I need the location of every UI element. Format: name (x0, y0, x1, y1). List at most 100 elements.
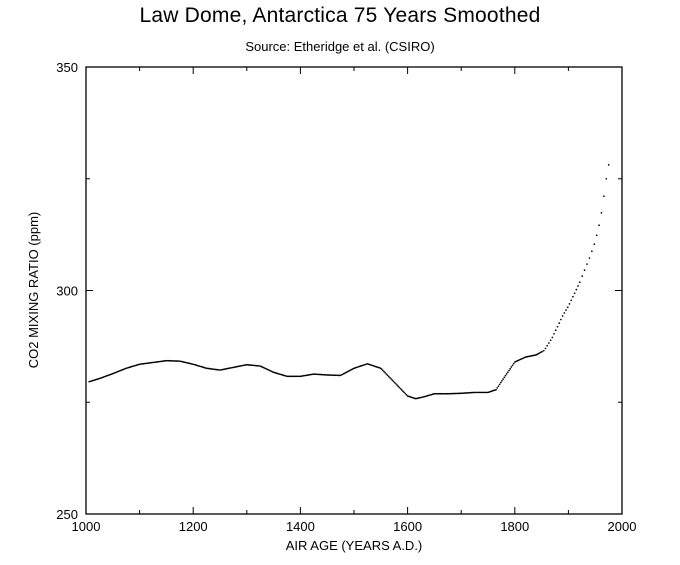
data-point (297, 375, 299, 378)
data-point (577, 285, 579, 287)
data-point (290, 375, 292, 378)
data-point (402, 390, 404, 392)
data-point (439, 392, 442, 395)
data-point (497, 385, 500, 388)
data-point (542, 349, 545, 352)
data-point (481, 391, 483, 394)
data-point (400, 389, 403, 391)
data-point (380, 368, 383, 371)
data-point (292, 375, 295, 378)
data-point (403, 391, 405, 394)
plot-frame (85, 66, 623, 515)
x-tick-label: 2000 (608, 519, 637, 534)
data-point (554, 329, 557, 332)
data-point (295, 375, 298, 378)
data-point (288, 375, 291, 378)
data-point (334, 374, 337, 377)
y-tick-label: 350 (56, 60, 78, 75)
data-point (291, 375, 293, 378)
data-point (436, 392, 438, 395)
data-point (575, 288, 578, 291)
data-point (496, 387, 499, 389)
data-point (502, 378, 504, 380)
data-point (506, 371, 509, 374)
data-point (541, 350, 543, 353)
chart-subtitle: Source: Etheridge et al. (CSIRO) (245, 39, 435, 54)
data-point (396, 384, 398, 386)
data-point (394, 382, 397, 385)
data-point (438, 392, 441, 395)
y-axis-ticks: 250 300 350 (56, 60, 622, 522)
data-point (477, 391, 480, 394)
data-point (566, 306, 569, 309)
data-point (544, 347, 547, 350)
data-point (381, 369, 384, 372)
x-tick-label: 1600 (393, 519, 422, 534)
data-point (440, 392, 443, 395)
data-point (482, 391, 484, 394)
data-point (504, 374, 507, 377)
data-point (595, 234, 598, 237)
chart-title: Law Dome, Antarctica 75 Years Smoothed (139, 4, 541, 27)
data-point (590, 250, 593, 253)
data-point (578, 281, 581, 284)
data-point (551, 336, 554, 339)
data-point (405, 393, 408, 396)
data-point (556, 325, 559, 328)
data-point (499, 381, 502, 384)
data-point (384, 371, 387, 374)
data-points (88, 164, 610, 400)
data-point (444, 392, 447, 395)
data-point (501, 380, 503, 382)
data-point (508, 369, 510, 372)
data-point (389, 376, 391, 379)
data-point (484, 391, 487, 394)
data-point (505, 373, 508, 375)
data-point (298, 375, 300, 378)
data-point (476, 391, 479, 394)
data-point (509, 367, 512, 370)
data-point (512, 362, 515, 365)
data-point (286, 375, 289, 378)
y-axis-label: CO2 MIXING RATIO (ppm) (26, 212, 41, 369)
data-point (600, 212, 603, 214)
data-point (553, 333, 555, 335)
y-tick-label: 250 (56, 507, 78, 522)
x-tick-label: 1400 (286, 519, 315, 534)
data-point (475, 391, 477, 394)
data-point (473, 391, 476, 394)
data-point (399, 387, 402, 390)
data-point (593, 243, 596, 245)
data-point (548, 342, 550, 344)
data-point (573, 292, 576, 295)
data-point (549, 339, 552, 342)
data-point (435, 392, 437, 395)
data-point (485, 391, 488, 394)
data-point (588, 257, 591, 259)
data-point (443, 392, 446, 395)
data-point (568, 303, 571, 305)
data-point (561, 315, 564, 317)
data-point (570, 299, 573, 302)
data-point (391, 379, 394, 381)
data-point (383, 370, 385, 373)
data-point (175, 360, 178, 362)
data-point (563, 312, 566, 314)
data-point (603, 195, 605, 198)
data-point (294, 375, 297, 378)
data-point (390, 378, 392, 380)
data-point (572, 295, 574, 298)
data-point (379, 367, 382, 370)
data-point (581, 275, 584, 277)
data-point (586, 263, 588, 265)
data-point (442, 392, 444, 395)
data-point (607, 164, 610, 166)
y-tick-label: 300 (56, 284, 78, 299)
x-tick-label: 1800 (500, 519, 529, 534)
data-point (479, 391, 482, 394)
data-point (605, 177, 608, 180)
data-point (560, 318, 562, 321)
data-point (445, 392, 448, 395)
data-point (433, 392, 436, 395)
